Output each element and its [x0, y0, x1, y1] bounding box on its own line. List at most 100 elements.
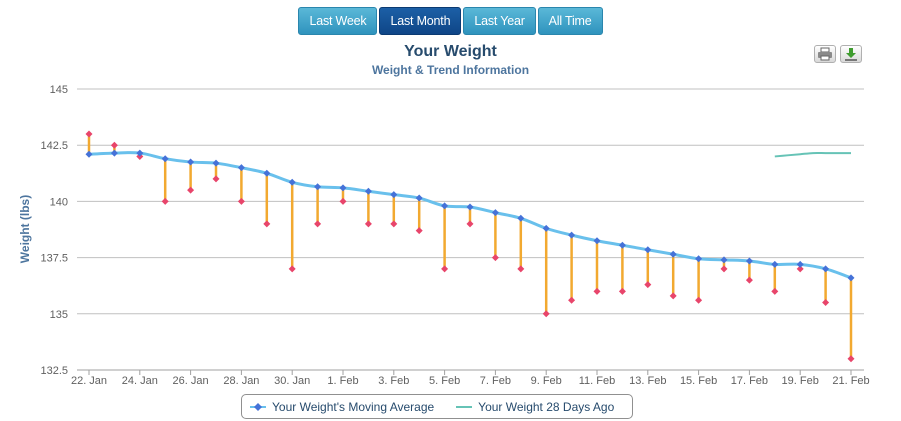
- average-point: [263, 169, 271, 177]
- weight-point: [542, 310, 550, 318]
- average-point: [695, 255, 703, 263]
- average-point: [212, 159, 220, 167]
- x-tick-label: 15. Feb: [680, 375, 717, 387]
- average-point: [136, 149, 144, 157]
- average-point: [491, 209, 499, 217]
- weight-point: [288, 265, 296, 273]
- weight-point: [237, 197, 245, 205]
- last-month-button[interactable]: Last Month: [379, 7, 462, 35]
- weight-point: [85, 130, 93, 138]
- weight-point: [110, 141, 118, 149]
- x-tick-label: 1. Feb: [327, 375, 358, 387]
- weight-point: [415, 227, 423, 235]
- weight-point: [466, 220, 474, 228]
- average-point: [771, 260, 779, 268]
- all-time-button[interactable]: All Time: [537, 7, 603, 35]
- weight-point: [745, 276, 753, 284]
- x-tick-label: 11. Feb: [579, 375, 616, 387]
- y-tick-label: 135: [50, 309, 68, 321]
- weight-point: [187, 186, 195, 194]
- x-tick-label: 13. Feb: [629, 375, 666, 387]
- weight-point: [364, 220, 372, 228]
- weight-point: [796, 265, 804, 273]
- weight-point: [593, 287, 601, 295]
- average-point: [517, 214, 525, 222]
- legend-symbol-28-days-ago: [456, 405, 473, 408]
- average-point: [441, 202, 449, 210]
- range-selector: Last Week Last Month Last Year All Time: [0, 7, 901, 35]
- weight-point: [568, 296, 576, 304]
- grid-lines: [77, 88, 864, 371]
- average-point: [669, 250, 677, 258]
- y-tick-label: 137.5: [40, 253, 68, 265]
- chart-legend: Your Weight's Moving Average Your Weight…: [241, 394, 633, 419]
- x-tick-label: 17. Feb: [731, 375, 768, 387]
- weight-point: [695, 296, 703, 304]
- delta-bars: [87, 133, 853, 359]
- average-point: [237, 164, 245, 172]
- x-tick-label: 30. Jan: [274, 375, 310, 387]
- average-point: [568, 231, 576, 239]
- weight-point: [618, 287, 626, 295]
- x-tick-label: 3. Feb: [378, 375, 409, 387]
- weight-point: [771, 287, 779, 295]
- series-markers: [85, 130, 855, 363]
- weight-point: [314, 220, 322, 228]
- weight-point: [441, 265, 449, 273]
- weight-point: [491, 254, 499, 262]
- weight-point: [822, 299, 830, 307]
- x-tick-label: 28. Jan: [223, 375, 259, 387]
- average-point: [85, 150, 93, 158]
- average-point: [593, 237, 601, 245]
- average-point: [364, 187, 372, 195]
- weight-point: [847, 355, 855, 363]
- x-tick-label: 21. Feb: [832, 375, 869, 387]
- weight-point: [390, 220, 398, 228]
- printer-icon: [818, 47, 832, 61]
- average-point: [339, 184, 347, 192]
- average-point: [161, 155, 169, 163]
- weight-point: [212, 175, 220, 183]
- download-icon: [845, 48, 857, 61]
- average-point: [847, 274, 855, 282]
- last-week-button[interactable]: Last Week: [298, 7, 378, 35]
- legend-item-28-days-ago[interactable]: Your Weight 28 Days Ago: [456, 400, 614, 414]
- weight-point: [644, 281, 652, 289]
- average-point: [796, 260, 804, 268]
- past-weight-line: [774, 151, 851, 158]
- weight-point: [669, 292, 677, 300]
- y-tick-label: 140: [50, 196, 68, 208]
- average-point: [314, 183, 322, 191]
- legend-label-moving-average: Your Weight's Moving Average: [272, 399, 435, 414]
- weight-point: [339, 197, 347, 205]
- x-tick-label: 24. Jan: [122, 375, 158, 387]
- average-point: [110, 149, 118, 157]
- weight-point: [720, 265, 728, 273]
- y-tick-label: 132.5: [40, 365, 68, 377]
- print-button[interactable]: [814, 45, 836, 63]
- download-button[interactable]: [840, 45, 862, 63]
- average-point: [415, 194, 423, 202]
- x-tick-label: 9. Feb: [531, 375, 562, 387]
- x-tick-label: 5. Feb: [429, 375, 460, 387]
- x-tick-label: 26. Jan: [173, 375, 209, 387]
- legend-symbol-moving-average: [250, 402, 266, 411]
- x-tick-label: 19. Feb: [782, 375, 819, 387]
- y-tick-label: 145: [50, 84, 68, 96]
- average-point: [466, 203, 474, 211]
- chart-title: Your Weight: [404, 43, 497, 60]
- chart-subtitle: Weight & Trend Information: [371, 63, 530, 77]
- y-axis-ticks: 132.5 135 137.5 140 142.5 145: [40, 84, 68, 377]
- x-tick-label: 22. Jan: [71, 375, 107, 387]
- average-point: [745, 257, 753, 265]
- x-tick-label: 7. Feb: [480, 375, 511, 387]
- legend-label-28-days-ago: Your Weight 28 Days Ago: [478, 399, 615, 414]
- last-year-button[interactable]: Last Year: [463, 7, 536, 35]
- average-point: [644, 246, 652, 254]
- x-axis-ticks: 22. Jan 24. Jan 26. Jan 28. Jan 30. Jan 1. Fe…: [71, 369, 870, 387]
- average-point: [618, 241, 626, 249]
- average-point: [390, 191, 398, 199]
- average-point: [288, 178, 296, 186]
- legend-item-moving-average[interactable]: Your Weight's Moving Average: [250, 400, 434, 414]
